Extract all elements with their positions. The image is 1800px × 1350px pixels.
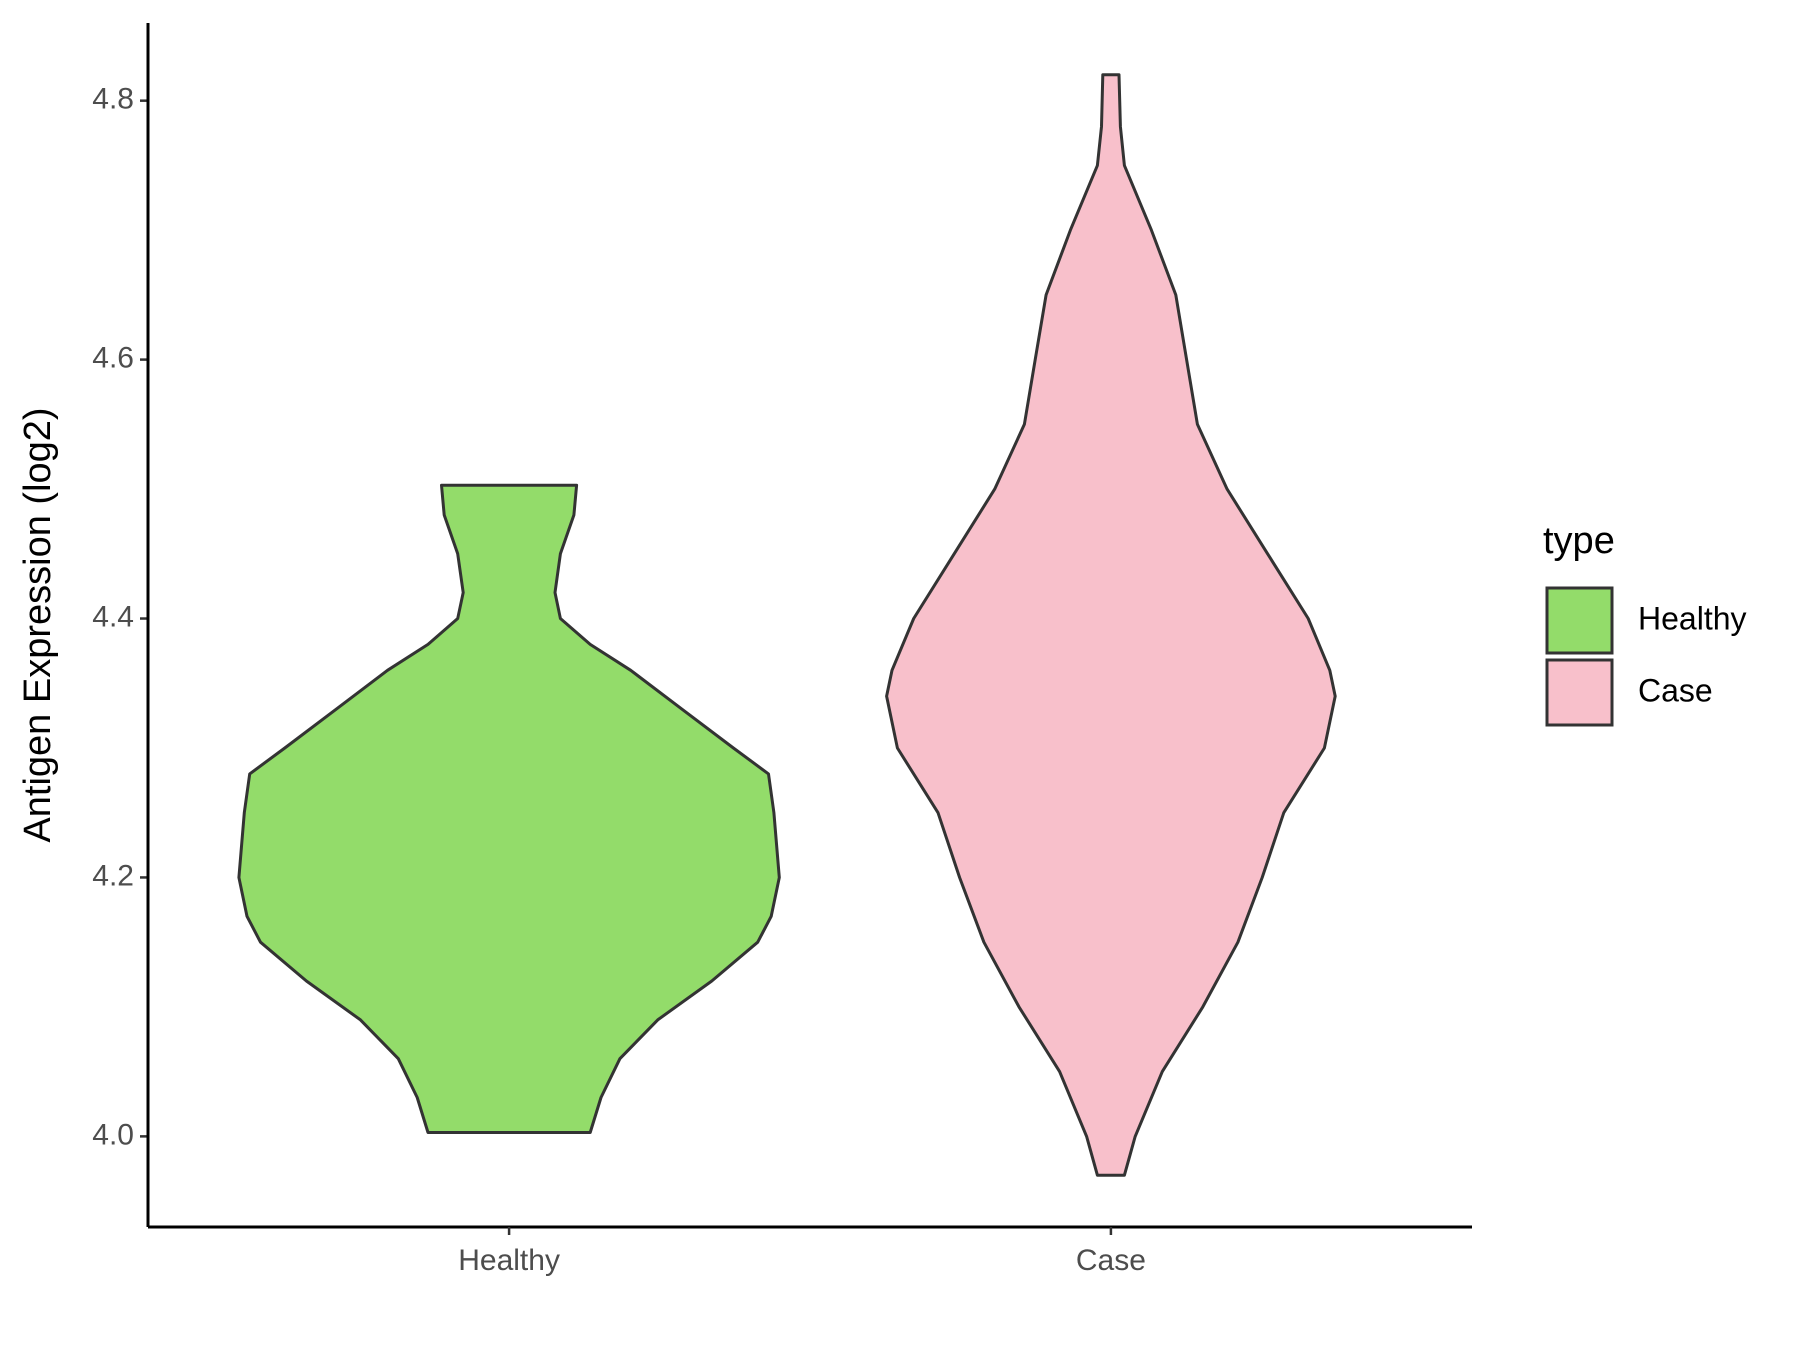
y-tick-label: 4.6 <box>92 342 134 375</box>
legend-key <box>1545 586 1614 655</box>
violin <box>237 483 781 1134</box>
y-axis-title: Antigen Expression (log2) <box>17 407 59 842</box>
violin <box>885 73 1337 1177</box>
legend-title: type <box>1543 520 1615 562</box>
legend-key <box>1545 658 1614 727</box>
y-tick-label: 4.2 <box>92 859 134 892</box>
y-tick-label: 4.0 <box>92 1118 134 1151</box>
y-tick-label: 4.4 <box>92 600 134 633</box>
legend-label: Healthy <box>1638 600 1747 636</box>
y-tick-label: 4.8 <box>92 83 134 116</box>
x-tick-label: Case <box>1076 1244 1146 1277</box>
x-tick-label: Healthy <box>458 1244 560 1277</box>
legend-label: Case <box>1638 672 1713 708</box>
